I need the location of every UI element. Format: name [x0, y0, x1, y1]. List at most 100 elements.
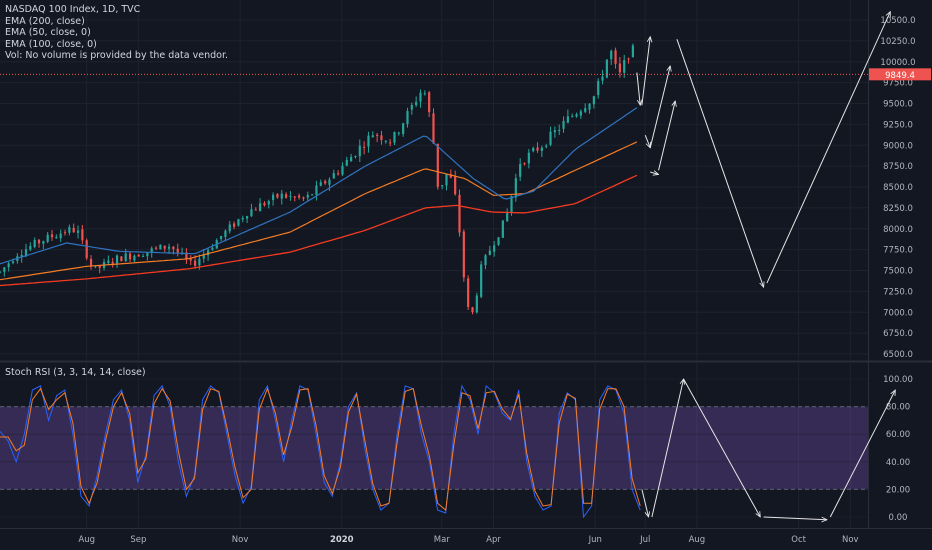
- candle: [76, 225, 80, 239]
- candles: [0, 43, 634, 315]
- x-tick-label: Mar: [434, 535, 451, 545]
- candle-body: [219, 236, 223, 239]
- candle-body: [553, 130, 556, 133]
- candle: [337, 170, 340, 176]
- candle: [72, 223, 75, 233]
- candle-body: [432, 113, 435, 144]
- candle-body: [345, 159, 348, 166]
- candle: [128, 252, 132, 262]
- candle-body: [111, 261, 114, 264]
- y-tick-label: 7500.0: [883, 267, 913, 277]
- candle: [141, 253, 145, 258]
- candle-body: [72, 227, 75, 233]
- candle: [384, 140, 387, 144]
- y-tick-label: 10500.0: [880, 16, 915, 26]
- candle-body: [562, 121, 565, 129]
- candle-body: [610, 51, 613, 60]
- price-pane: [0, 0, 868, 360]
- candle-body: [393, 132, 396, 143]
- candle-body: [29, 246, 32, 250]
- candle-body: [480, 264, 483, 297]
- candle: [402, 122, 405, 137]
- candle: [631, 43, 634, 58]
- candle-body: [380, 135, 383, 140]
- candle: [523, 162, 526, 166]
- candle-body: [536, 147, 539, 151]
- candle: [519, 158, 522, 182]
- ema50-line: [0, 107, 638, 265]
- annotation-arrow: [641, 37, 650, 106]
- candle: [263, 201, 266, 207]
- candle-body: [224, 230, 227, 237]
- candle: [315, 180, 318, 201]
- main-legend: NASDAQ 100 Index, 1D, TVC EMA (200, clos…: [5, 4, 228, 62]
- rsi-annotation-arrow: [683, 378, 761, 517]
- candle-body: [107, 260, 110, 264]
- y-tick-label: 9750.0: [883, 79, 913, 89]
- candle: [59, 229, 62, 243]
- candle: [271, 192, 275, 206]
- candle: [219, 235, 223, 242]
- candle-body: [289, 195, 292, 197]
- y-tick-label: 6500.0: [883, 350, 913, 360]
- legend-vol[interactable]: Vol: No volume is provided by the data v…: [5, 50, 229, 61]
- candle-body: [415, 101, 418, 106]
- rsi-k-line: [0, 384, 641, 519]
- candle: [584, 103, 587, 114]
- candle: [610, 49, 613, 65]
- rsi-annotation-arrow: [651, 379, 684, 518]
- legend-ema200[interactable]: EMA (200, close): [5, 15, 85, 27]
- candle: [393, 131, 396, 146]
- candle: [228, 220, 231, 234]
- candle-body: [133, 255, 136, 261]
- candle: [428, 90, 431, 118]
- candle: [42, 240, 45, 250]
- rsi-y-tick-label: 20.00: [886, 485, 910, 495]
- candle-body: [241, 218, 244, 220]
- rsi-legend[interactable]: Stoch RSI (3, 3, 14, 14, close): [5, 367, 146, 378]
- candle-body: [185, 252, 188, 259]
- candle: [137, 253, 140, 257]
- annotation-arrow: [766, 12, 891, 284]
- legend-ema100[interactable]: EMA (100, close, 0): [5, 38, 97, 50]
- candle: [449, 169, 452, 179]
- candle-body: [588, 103, 591, 110]
- candle: [488, 245, 491, 256]
- rsi-annotation-arrow: [641, 489, 649, 517]
- candle-body: [371, 135, 374, 138]
- candle: [133, 254, 136, 263]
- candle-body: [445, 174, 448, 186]
- candle: [224, 229, 227, 242]
- candle-body: [285, 194, 288, 198]
- candle-body: [605, 59, 608, 78]
- candle-body: [46, 234, 49, 242]
- candle-body: [397, 132, 400, 134]
- candle: [167, 243, 171, 254]
- candle-body: [120, 256, 123, 262]
- y-tick-label: 9250.0: [883, 120, 913, 130]
- candle-body: [523, 163, 526, 165]
- y-tick-label: 7000.0: [883, 308, 913, 318]
- candle: [306, 191, 309, 201]
- legend-ema50[interactable]: EMA (50, close, 0): [5, 27, 91, 38]
- candle-body: [245, 216, 249, 219]
- candle: [341, 162, 344, 176]
- candle: [107, 255, 110, 265]
- candle-body: [358, 145, 361, 157]
- candle-body: [601, 76, 604, 81]
- candle-body: [206, 250, 210, 256]
- candle-body: [172, 246, 175, 250]
- candle-body: [332, 173, 335, 179]
- candle: [467, 275, 470, 311]
- candle: [0, 271, 2, 274]
- candle-body: [237, 219, 240, 226]
- legend-title[interactable]: NASDAQ 100 Index, 1D, TVC: [5, 4, 141, 15]
- candle-body: [540, 147, 543, 151]
- candle: [267, 199, 270, 209]
- candle-body: [545, 145, 548, 147]
- candle: [324, 179, 327, 185]
- candle-body: [514, 178, 517, 198]
- candle-body: [24, 249, 28, 257]
